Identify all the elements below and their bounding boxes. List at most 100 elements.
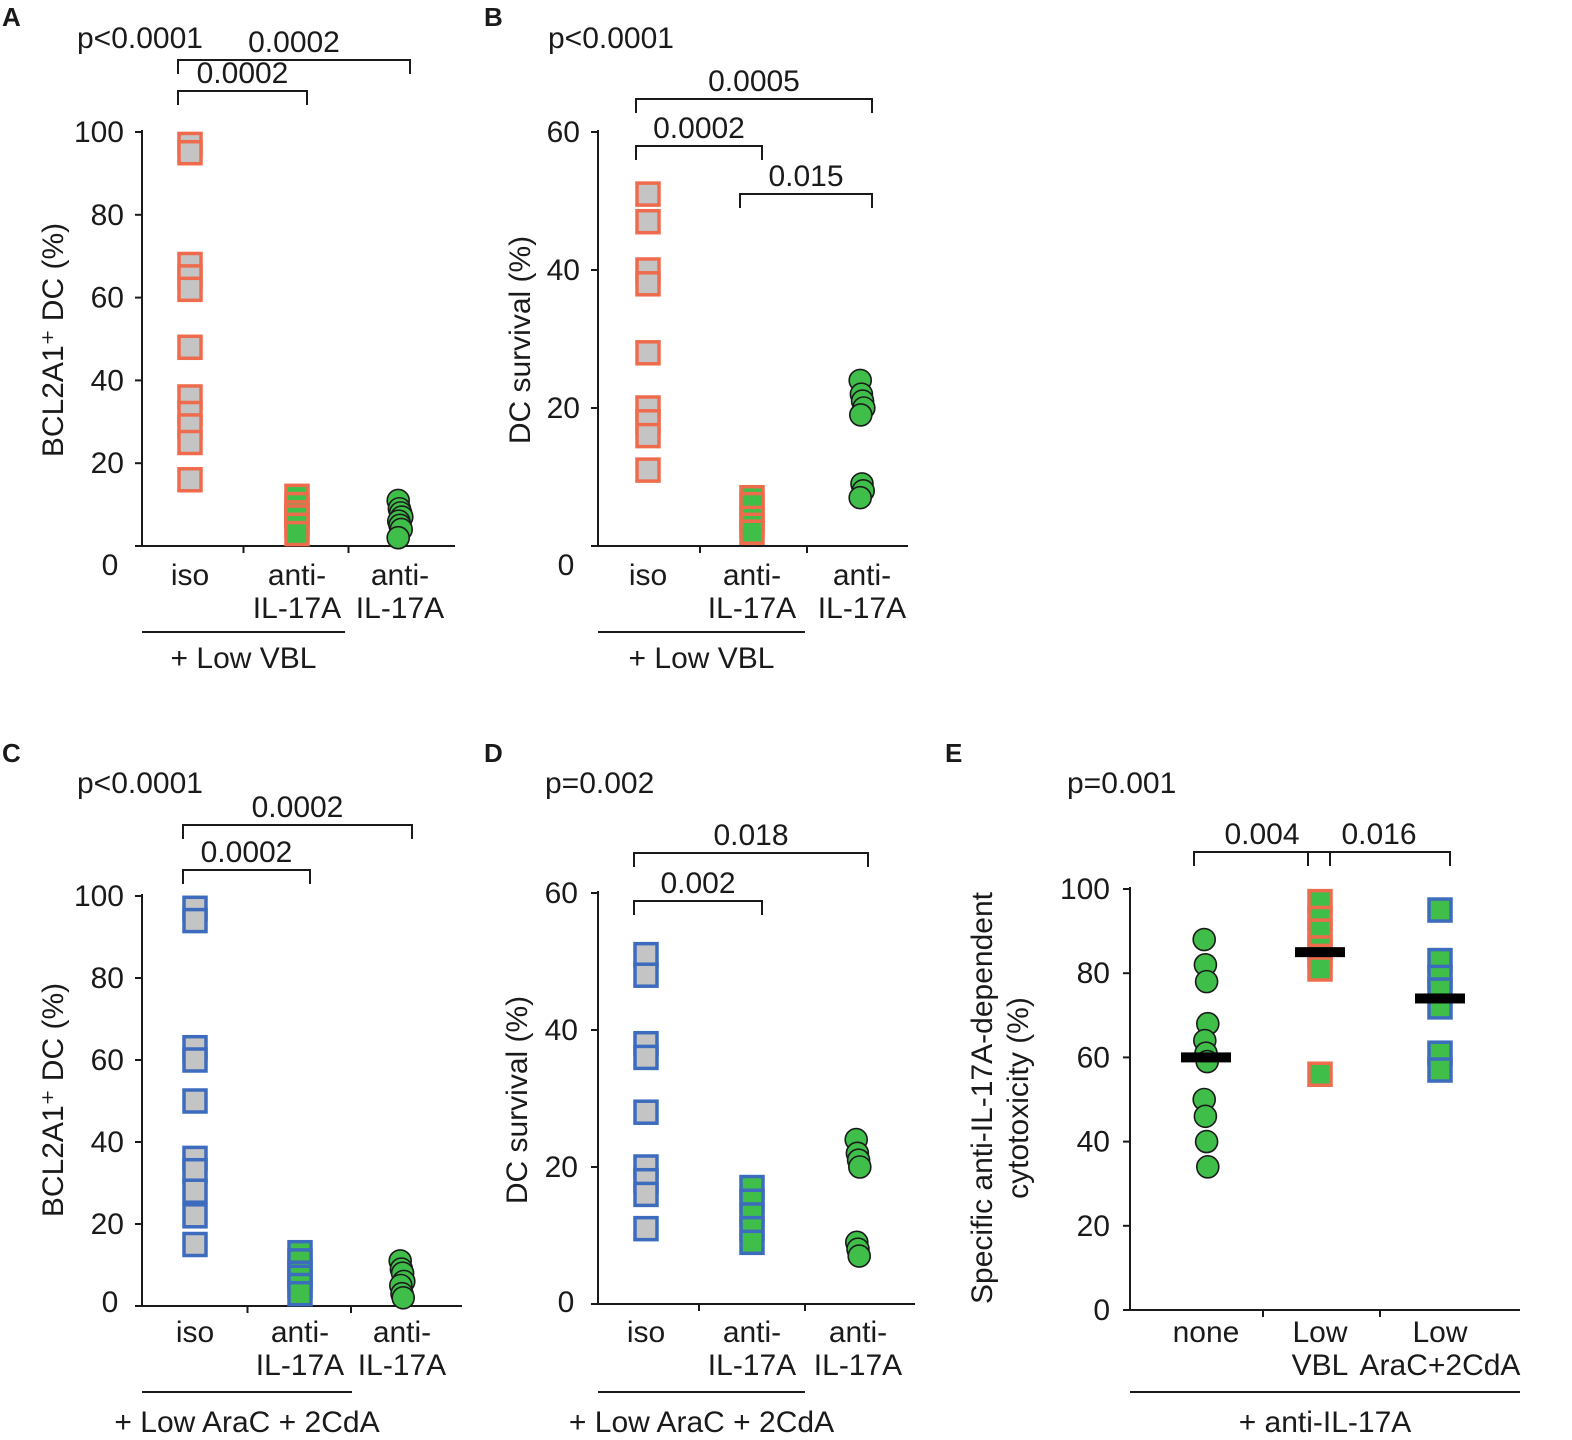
- group-caption: + Low VBL: [629, 642, 775, 675]
- data-point-square: [1427, 1057, 1453, 1083]
- y-tick-label: 80: [91, 199, 124, 232]
- y-tick-label: 40: [1077, 1126, 1110, 1159]
- significance-bracket: [1307, 851, 1451, 866]
- data-point-square: [635, 422, 661, 449]
- data-point-square: [177, 429, 203, 456]
- data-point-square: [633, 1215, 659, 1242]
- panel-letter: E: [945, 738, 962, 768]
- data-point-square: [1427, 897, 1453, 923]
- data-point-square: [633, 941, 659, 968]
- bracket-p-value: 0.004: [1224, 818, 1299, 851]
- significance-bracket: [182, 869, 311, 884]
- x-tick-label: anti-: [833, 559, 891, 592]
- data-point-square: [182, 1203, 208, 1229]
- data-point-circle: [847, 1155, 872, 1179]
- data-point-circle: [848, 485, 873, 510]
- y-axis-label: BCL2A1⁺ DC (%): [37, 983, 70, 1217]
- x-tick-label: anti-: [373, 1316, 431, 1349]
- median-bar: [1415, 993, 1465, 1004]
- y-tick-label: 20: [547, 392, 580, 425]
- significance-bracket: [635, 98, 873, 113]
- data-point-square: [182, 1178, 208, 1204]
- data-point-circle: [1196, 1155, 1220, 1179]
- y-tick-label: 100: [74, 880, 124, 913]
- x-tick-label: IL-17A: [253, 592, 341, 625]
- data-point-square: [177, 467, 203, 493]
- bracket-p-value: 0.0002: [653, 112, 745, 145]
- y-tick-label: 40: [91, 364, 124, 397]
- bracket-p-value: 0.018: [713, 819, 788, 852]
- data-point-square: [633, 962, 659, 988]
- y-tick-label: 100: [1060, 873, 1110, 906]
- panel-letter: C: [2, 738, 21, 768]
- x-tick-label: AraC+2CdA: [1360, 1349, 1521, 1382]
- x-tick-label: iso: [627, 1316, 665, 1349]
- y-axis-label-line: Specific anti-IL-17A-dependent: [966, 891, 999, 1304]
- bracket-p-value: 0.0002: [201, 836, 293, 869]
- x-tick-label: iso: [171, 559, 209, 592]
- x-tick-label: Low: [1292, 1316, 1347, 1349]
- y-axis-label: DC survival (%): [504, 236, 537, 444]
- y-axis-label: Specific anti-IL-17A-dependent cytotoxici…: [966, 891, 1035, 1304]
- y-tick-label: 60: [91, 1044, 124, 1077]
- data-point-square: [182, 1047, 208, 1073]
- data-point-square: [635, 271, 661, 297]
- x-tick-label: IL-17A: [818, 592, 906, 625]
- data-point-circle: [1192, 927, 1216, 952]
- bracket-p-value: 0.015: [768, 160, 843, 193]
- significance-bracket: [177, 90, 308, 105]
- data-point-circle: [391, 1286, 416, 1310]
- data-point-circle: [386, 525, 411, 550]
- bracket-p-value: 0.0002: [248, 26, 340, 59]
- data-point-square: [177, 276, 203, 303]
- panel-D: D p=0.002 0 20 40 60 DC survival (%) iso anti-…: [484, 738, 915, 1439]
- data-point-square: [182, 1157, 208, 1184]
- y-tick-label: 80: [1077, 957, 1110, 990]
- x-tick-label: anti-: [371, 559, 429, 592]
- group-caption: + Low AraC + 2CdA: [569, 1406, 834, 1439]
- data-point-circle: [848, 403, 873, 427]
- bracket-p-value: 0.002: [660, 867, 735, 900]
- y-tick-label: 0: [558, 549, 575, 582]
- y-tick-label: 60: [545, 877, 578, 910]
- data-point-square: [182, 1088, 208, 1114]
- panel-E: E p=0.001 0 20 40 60 80 100 Specific anti-IL-1…: [945, 738, 1520, 1439]
- data-point-square: [635, 181, 661, 207]
- x-tick-label: IL-17A: [708, 592, 796, 625]
- data-point-square: [633, 1099, 659, 1125]
- panel-letter: A: [2, 2, 21, 32]
- y-tick-label: 0: [102, 549, 119, 582]
- significance-bracket: [739, 193, 873, 208]
- x-tick-label: IL-17A: [814, 1349, 902, 1382]
- significance-bracket: [177, 59, 411, 74]
- y-tick-label: 40: [545, 1014, 578, 1047]
- group-caption: + Low VBL: [171, 642, 317, 675]
- x-tick-label: VBL: [1292, 1349, 1349, 1382]
- y-tick-label: 60: [1077, 1041, 1110, 1074]
- y-axis-label: BCL2A1⁺ DC (%): [37, 223, 70, 457]
- data-point-square: [177, 139, 203, 166]
- x-tick-label: anti-: [723, 1316, 781, 1349]
- group-caption: + anti-IL-17A: [1239, 1406, 1412, 1439]
- y-tick-label: 20: [91, 1208, 124, 1241]
- significance-bracket: [633, 900, 763, 915]
- x-tick-label: anti-: [271, 1316, 329, 1349]
- x-tick-label: Low: [1412, 1316, 1467, 1349]
- data-point-circle: [1194, 969, 1219, 994]
- panel-letter: D: [484, 738, 503, 768]
- y-tick-label: 100: [74, 116, 124, 149]
- data-point-square: [635, 340, 661, 366]
- y-tick-label: 60: [91, 282, 124, 315]
- significance-bracket: [1193, 851, 1331, 866]
- data-point-circle: [1194, 1129, 1219, 1154]
- bracket-p-value: 0.016: [1341, 818, 1416, 851]
- panel-letter: B: [484, 2, 503, 32]
- overall-p-value: p<0.0001: [77, 22, 203, 55]
- y-tick-label: 40: [547, 254, 580, 287]
- panel-A: A p<0.0001 0 20 40 60 80 100 BCL2A1⁺ DC (%) iso…: [2, 2, 455, 675]
- panel-C: C p<0.0001 0 20 40 60 80 100 BCL2A1⁺ DC (%) iso…: [2, 738, 462, 1439]
- x-tick-label: iso: [176, 1316, 214, 1349]
- y-tick-label: 20: [545, 1151, 578, 1184]
- y-tick-label: 0: [1093, 1294, 1110, 1327]
